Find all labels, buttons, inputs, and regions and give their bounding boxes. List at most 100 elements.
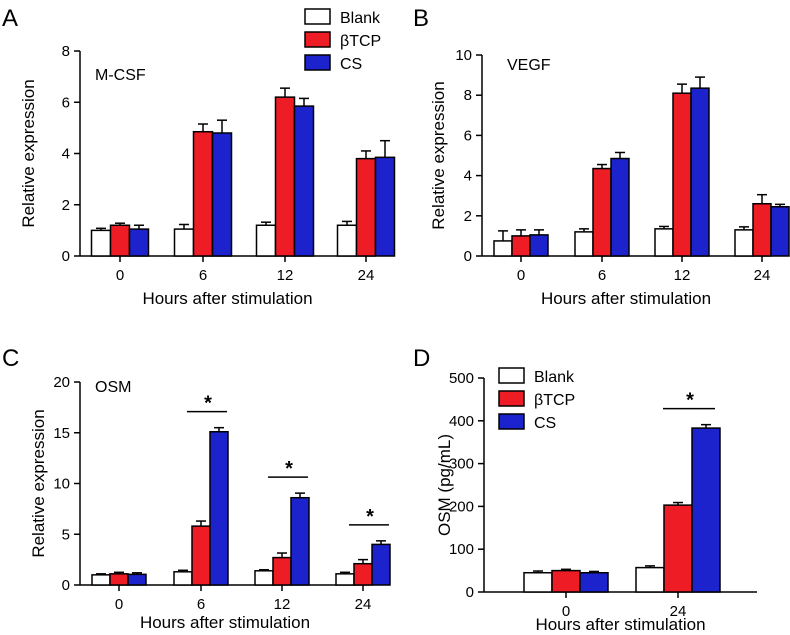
bar-B-Blank-24 — [734, 229, 754, 257]
panel-C-x-axis-label: Hours after stimulation — [140, 613, 310, 632]
bar-D-Blank-24 — [635, 566, 665, 593]
bar-A-Blank-6 — [173, 228, 195, 257]
panel-C-y-tick-label: 5 — [62, 526, 70, 543]
panel-A-x-tick-label: 0 — [116, 267, 124, 284]
bar-A-CS-6 — [211, 132, 233, 257]
significance-marker: * — [285, 458, 293, 480]
panel-B-title: VEGF — [507, 57, 551, 74]
panel-A-y-tick-label: 8 — [62, 43, 70, 60]
panel-C-y-axis-label: Relative expression — [29, 409, 48, 557]
bar-B-CS-6 — [610, 157, 630, 257]
legend-swatch-Blank — [304, 8, 331, 25]
panel-C-y-tick-label: 0 — [62, 577, 70, 594]
panel-C-x-tick-label: 0 — [115, 596, 123, 613]
bar-B-βTCP-24 — [752, 202, 772, 257]
panel-D-x-axis-label: Hours after stimulation — [535, 615, 705, 634]
bar-A-βTCP-24 — [355, 157, 377, 257]
bar-A-CS-24 — [374, 156, 396, 257]
bar-A-βTCP-12 — [274, 96, 296, 257]
bar-D-CS-24 — [691, 427, 721, 593]
panel-A-y-tick-label: 6 — [62, 94, 70, 111]
bar-B-CS-24 — [770, 206, 790, 257]
legend-label-βTCP: βTCP — [340, 33, 381, 50]
panel-D-y-tick-label: 200 — [449, 498, 474, 515]
bar-A-CS-12 — [293, 105, 315, 257]
panel-D-letter: D — [413, 345, 430, 372]
bar-B-βTCP-0 — [511, 235, 531, 257]
legend-swatch-CS — [304, 54, 331, 71]
bar-B-βTCP-6 — [592, 167, 612, 257]
bar-B-βTCP-12 — [672, 92, 692, 257]
panel-B-x-tick-label: 0 — [517, 267, 525, 284]
bar-A-Blank-0 — [90, 229, 112, 257]
panel-D-y-tick-label: 0 — [466, 584, 474, 601]
panel-C-x-tick-label: 12 — [274, 596, 291, 613]
legend-swatch-βTCP — [304, 31, 331, 48]
bar-B-CS-0 — [529, 234, 549, 257]
panel-C-y-tick-label: 15 — [53, 425, 70, 442]
bar-D-βTCP-24 — [663, 504, 693, 593]
panel-A-y-tick-label: 2 — [62, 197, 70, 214]
panel-D-y-tick-label: 300 — [449, 456, 474, 473]
bar-C-βTCP-24 — [353, 562, 373, 586]
panel-A-x-tick-label: 12 — [277, 267, 294, 284]
panel-A-y-axis-label: Relative expression — [19, 79, 38, 227]
bar-B-CS-12 — [690, 87, 710, 257]
legend-label-βTCP: βTCP — [534, 392, 575, 409]
panel-B-y-tick-label: 10 — [455, 47, 472, 64]
panel-B-x-tick-label: 6 — [598, 267, 606, 284]
significance-marker: * — [686, 390, 694, 412]
bar-C-Blank-6 — [173, 571, 193, 586]
panel-A-x-axis-label: Hours after stimulation — [142, 289, 312, 308]
panel-C-title: OSM — [95, 379, 131, 396]
panel-B-x-tick-label: 24 — [754, 267, 771, 284]
legend-label-Blank: Blank — [340, 10, 381, 27]
panel-D-x-tick-label: 24 — [670, 603, 687, 620]
bar-D-Blank-0 — [523, 571, 553, 593]
significance-marker: * — [204, 393, 212, 415]
bar-B-Blank-12 — [654, 228, 674, 257]
panel-B-letter: B — [413, 5, 429, 32]
bar-C-Blank-0 — [91, 574, 111, 586]
bar-C-CS-12 — [290, 496, 310, 586]
panel-B-y-tick-label: 4 — [464, 168, 472, 185]
bar-A-CS-0 — [128, 228, 150, 257]
panel-C-x-tick-label: 24 — [355, 596, 372, 613]
bar-C-Blank-12 — [254, 570, 274, 586]
panel-C-y-tick-label: 20 — [53, 374, 70, 391]
legend-label-Blank: Blank — [534, 369, 575, 386]
significance-marker: * — [366, 506, 374, 528]
bar-B-Blank-6 — [574, 231, 594, 257]
legend-label-CS: CS — [534, 415, 556, 432]
panel-D-y-tick-label: 400 — [449, 413, 474, 430]
bar-A-Blank-24 — [336, 224, 358, 257]
panel-A-x-tick-label: 6 — [199, 267, 207, 284]
bar-C-CS-0 — [127, 573, 147, 586]
panel-C-x-tick-label: 6 — [197, 596, 205, 613]
legend-swatch-βTCP — [498, 390, 525, 407]
bar-D-βTCP-0 — [551, 569, 581, 593]
bar-A-Blank-12 — [255, 224, 277, 257]
legend-label-CS: CS — [340, 56, 362, 73]
panel-B-y-tick-label: 0 — [464, 248, 472, 265]
panel-A-y-tick-label: 4 — [62, 146, 70, 163]
bar-C-βTCP-12 — [272, 556, 292, 586]
panel-A-x-tick-label: 24 — [358, 267, 375, 284]
panel-A-y-tick-label: 0 — [62, 248, 70, 265]
bar-A-βTCP-6 — [192, 130, 214, 257]
bar-C-Blank-24 — [335, 573, 355, 586]
panel-D-x-tick-label: 0 — [562, 603, 570, 620]
bar-B-Blank-0 — [493, 240, 513, 257]
panel-A-title: M-CSF — [95, 67, 146, 84]
panel-B-y-tick-label: 2 — [464, 208, 472, 225]
legend-swatch-CS — [498, 413, 525, 430]
panel-B-x-axis-label: Hours after stimulation — [541, 289, 711, 308]
panel-D-y-tick-label: 500 — [449, 370, 474, 387]
panel-D-y-tick-label: 100 — [449, 541, 474, 558]
bar-D-CS-0 — [579, 571, 609, 593]
panel-D-y-axis-label: OSM (pg/mL) — [435, 434, 454, 536]
legend-swatch-Blank — [498, 367, 525, 384]
panel-C-y-tick-label: 10 — [53, 476, 70, 493]
bar-C-CS-6 — [209, 430, 229, 586]
